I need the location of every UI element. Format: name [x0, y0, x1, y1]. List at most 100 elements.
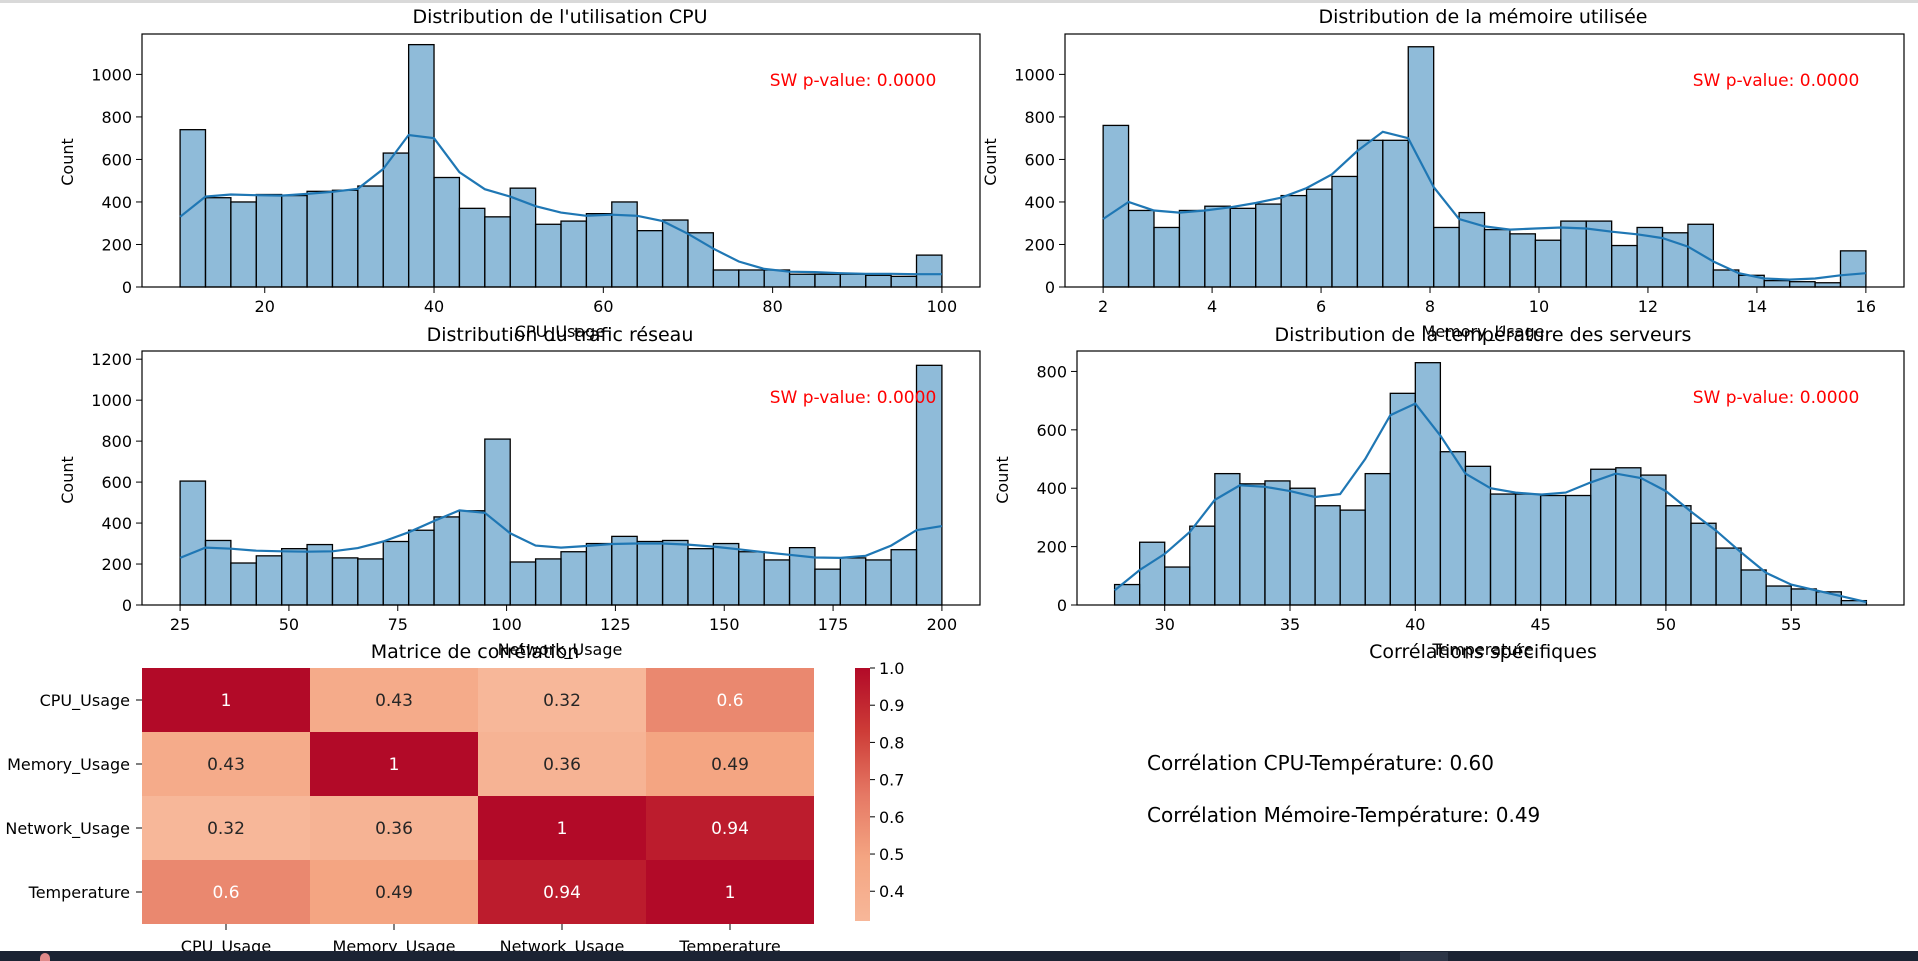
histogram-memory: Distribution de la mémoire utilisée Memo…	[981, 6, 1905, 342]
kde-curve	[179, 133, 942, 276]
histogram-bar	[509, 561, 537, 606]
histogram-bar	[915, 254, 943, 288]
heatmap-cell-value: 0.32	[543, 691, 581, 711]
histogram-bar	[1790, 588, 1817, 606]
kde-curve	[1102, 130, 1866, 281]
histogram-bar	[534, 223, 562, 288]
histogram-bar	[738, 551, 765, 606]
histogram-bar	[331, 189, 359, 288]
histogram-bar	[382, 540, 410, 606]
histogram-bar	[1615, 467, 1642, 606]
histogram-bar	[331, 557, 359, 606]
x-tick-label: 150	[709, 615, 740, 634]
correlation-cpu-temperature: Corrélation CPU-Température: 0.60	[1147, 751, 1494, 775]
histogram-bar	[204, 197, 232, 288]
histogram-bar	[865, 274, 892, 288]
histogram-bar	[433, 176, 461, 288]
histogram-bar	[1364, 472, 1391, 606]
histogram-bar	[890, 275, 918, 288]
x-tick-label: 40	[1405, 615, 1425, 634]
histogram-bar	[763, 559, 791, 606]
heatmap-cell	[310, 732, 478, 796]
histogram-bar	[585, 542, 613, 606]
heatmap-row-label: CPU_Usage	[40, 691, 130, 711]
histogram-bar	[1814, 282, 1842, 288]
sw-pvalue-annotation: SW p-value: 0.0000	[1693, 71, 1860, 91]
histogram-bar	[281, 548, 308, 606]
y-tick-label: 800	[1024, 108, 1055, 127]
histogram-title: Distribution de la mémoire utilisée	[1319, 6, 1648, 28]
sw-pvalue-annotation: SW p-value: 0.0000	[770, 71, 937, 91]
heatmap-cell	[310, 668, 478, 732]
heatmap-cell	[310, 796, 478, 860]
histogram-bar	[1661, 232, 1689, 288]
histogram-bar	[1439, 451, 1467, 606]
histogram-cpu: Distribution de l'utilisation CPU CPU_Us…	[58, 6, 981, 342]
colorbar-tick-label: 0.7	[879, 771, 904, 790]
x-tick-label: 14	[1747, 297, 1767, 316]
histogram-bar	[1229, 207, 1257, 288]
histogram-bar	[738, 269, 765, 288]
taskbar-app-icon[interactable]	[40, 953, 50, 961]
y-tick-label: 400	[101, 514, 132, 533]
y-tick-label: 400	[1024, 193, 1055, 212]
histogram-bar	[814, 568, 841, 606]
histogram-bar	[560, 551, 588, 606]
y-tick-label: 1000	[91, 65, 132, 84]
y-tick-label: 1000	[1014, 65, 1055, 84]
heatmap-cell	[310, 860, 478, 924]
histogram-bar	[1690, 522, 1717, 606]
heatmap-cell	[142, 732, 310, 796]
histogram-bar	[1590, 468, 1617, 606]
y-tick-label: 1200	[91, 350, 132, 369]
x-axis-label: Network_Usage	[498, 640, 623, 660]
histogram-bar	[1204, 205, 1231, 288]
specific-correlations-panel: Corrélations spécifiques Corrélation CPU…	[1147, 641, 1597, 827]
x-tick-label: 125	[600, 615, 631, 634]
y-tick-label: 400	[1036, 479, 1067, 498]
y-tick-label: 200	[1024, 235, 1055, 254]
x-tick-label: 4	[1207, 297, 1217, 316]
x-tick-label: 30	[1155, 615, 1175, 634]
histogram-bar	[1534, 239, 1562, 288]
histogram-bar	[1640, 474, 1667, 606]
histogram-bar	[865, 559, 892, 606]
histogram-bar	[1665, 505, 1692, 606]
histogram-bar	[1382, 139, 1409, 288]
histogram-bar	[1127, 209, 1155, 288]
heatmap-cell	[646, 732, 814, 796]
x-tick-label: 45	[1530, 615, 1550, 634]
heatmap-cell-value: 0.6	[716, 691, 743, 711]
x-tick-label: 60	[593, 297, 613, 316]
colorbar-tick-label: 0.5	[879, 845, 904, 864]
heatmap-cell	[142, 796, 310, 860]
y-tick-label: 200	[101, 555, 132, 574]
correlation-memory-temperature: Corrélation Mémoire-Température: 0.49	[1147, 803, 1540, 827]
histogram-bar	[509, 187, 537, 288]
heatmap-cell	[646, 796, 814, 860]
histogram-network: Distribution du trafic réseau Network_Us…	[58, 324, 981, 660]
heatmap-title: Matrice de corrélation	[371, 641, 580, 663]
histogram-temperature: Distribution de la température des serve…	[993, 324, 1905, 659]
heatmap-cell	[478, 732, 646, 796]
histogram-title: Distribution du trafic réseau	[427, 324, 694, 346]
histogram-bar	[585, 213, 613, 288]
histogram-bar	[1565, 494, 1592, 606]
taskbar-window-item[interactable]	[1400, 952, 1448, 961]
colorbar-tick-label: 1.0	[879, 659, 904, 678]
os-taskbar	[0, 951, 1918, 961]
heatmap-cell	[646, 668, 814, 732]
y-axis-label: Count	[993, 456, 1012, 504]
y-axis-label: Count	[981, 138, 1000, 186]
y-axis-label: Count	[58, 138, 77, 186]
x-tick-label: 16	[1856, 297, 1876, 316]
y-axis-label: Count	[58, 456, 77, 504]
heatmap-cell-value: 1	[389, 755, 400, 775]
x-tick-label: 80	[762, 297, 782, 316]
heatmap-cell-value: 0.32	[207, 819, 245, 839]
histogram-bar	[230, 201, 257, 288]
histogram-bar	[1153, 226, 1181, 288]
histogram-bar	[1339, 509, 1366, 606]
heatmap-cell	[478, 796, 646, 860]
y-tick-label: 0	[1045, 278, 1055, 297]
